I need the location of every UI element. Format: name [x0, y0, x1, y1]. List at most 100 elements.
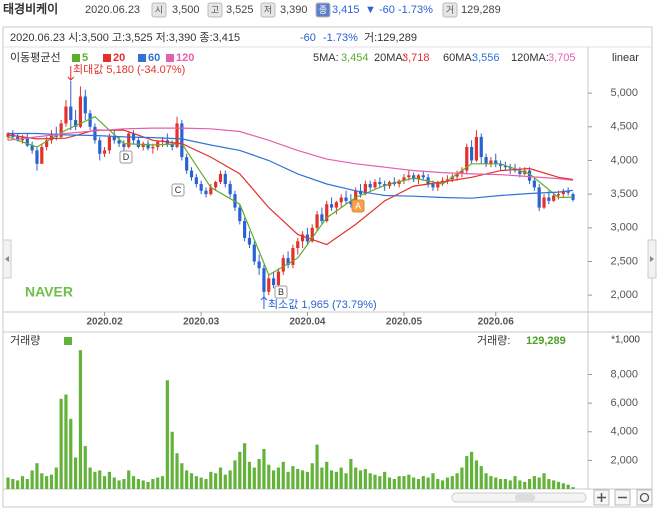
candle-body	[547, 197, 551, 201]
candle-body	[310, 227, 314, 242]
candle-body	[378, 182, 382, 185]
volume-bar	[185, 470, 189, 489]
y-tick-label: 6,000	[610, 397, 638, 409]
candle-body	[180, 123, 184, 158]
candle-body	[223, 173, 227, 185]
candle-body	[271, 278, 276, 286]
candle-body	[556, 194, 561, 196]
volume-bar	[325, 461, 329, 489]
header-value: 129,289	[461, 4, 501, 16]
volume-bar	[484, 473, 488, 489]
x-tick-label: 2020.06	[478, 317, 515, 328]
x-tick-label: 2020.03	[183, 317, 220, 328]
header-value: 3,525	[226, 4, 254, 16]
candle-body	[373, 182, 377, 188]
volume-bar	[503, 478, 507, 489]
volume-bar	[527, 478, 532, 489]
signal-marker[interactable]	[119, 150, 133, 164]
volume-bar	[300, 470, 305, 489]
volume-bar	[537, 477, 541, 489]
header-icon-label: 저	[264, 5, 272, 15]
reset-button[interactable]	[636, 489, 653, 506]
volume-bar	[368, 473, 372, 489]
candle-body	[436, 182, 440, 188]
candle-body	[421, 175, 425, 178]
candle-body	[431, 184, 435, 188]
signal-marker[interactable]	[171, 183, 185, 197]
candle-body	[479, 136, 483, 158]
annotation: 최대값 5,180 (-34.07%)	[73, 63, 185, 76]
candle-body	[460, 170, 464, 174]
candle-body	[494, 160, 498, 164]
volume-bar	[262, 448, 266, 489]
candle-body	[112, 136, 116, 141]
volume-bar	[180, 463, 184, 489]
volume-bar	[127, 470, 131, 489]
volume-bar	[25, 478, 29, 489]
volume-bar	[228, 470, 232, 489]
volume-bar	[310, 463, 314, 489]
volume-bar	[151, 478, 155, 489]
stock-name: 태경비케이	[3, 1, 58, 16]
header-icon-label: 고	[211, 5, 219, 15]
candle-body	[218, 173, 223, 183]
info-rate: -1.73%	[323, 32, 358, 44]
volume-bar	[93, 471, 97, 489]
volume-bar	[83, 446, 87, 489]
signal-marker[interactable]	[351, 199, 365, 213]
candle-body	[498, 163, 503, 166]
header-value: 3,390	[280, 4, 308, 16]
candle-body	[262, 268, 266, 292]
candle-body	[518, 170, 522, 174]
volume-bar	[175, 453, 179, 489]
volume-bar	[102, 476, 107, 489]
volume-bar	[571, 487, 575, 489]
volume-bar	[431, 473, 435, 489]
candle-body	[25, 137, 29, 146]
volume-bar	[339, 467, 343, 489]
header-icon	[260, 2, 276, 18]
ma-value: 3,705	[548, 52, 576, 64]
candle-body	[281, 258, 285, 272]
volume-bar	[204, 478, 208, 489]
volume-bar	[45, 476, 49, 489]
volume-bar	[49, 474, 54, 489]
volume-bar	[199, 477, 203, 489]
candle-body	[315, 214, 319, 228]
volume-bar	[542, 473, 546, 489]
candle-body	[214, 182, 218, 188]
candle-body	[465, 146, 469, 171]
candle-body	[257, 261, 261, 269]
candle-body	[247, 237, 252, 245]
candle-body	[107, 136, 112, 151]
candle-body	[561, 190, 565, 195]
volume-bar	[291, 466, 295, 489]
candle-body	[141, 143, 145, 147]
volume-bar	[30, 470, 34, 489]
candle-body	[45, 140, 49, 147]
volume-bar	[513, 476, 517, 489]
volume-bar	[566, 484, 570, 489]
scrollbar-thumb[interactable]	[515, 494, 535, 501]
candle-body	[552, 195, 556, 201]
volume-bar	[523, 481, 527, 489]
candle-body	[243, 221, 247, 238]
y-tick-label: 2,000	[610, 454, 638, 466]
volume-bar	[441, 480, 445, 489]
x-tick-label: 2020.04	[289, 317, 326, 328]
volume-bar	[344, 473, 348, 489]
signal-marker[interactable]	[274, 285, 288, 299]
candle-body	[117, 140, 121, 144]
volume-bar	[286, 471, 290, 489]
candle-body	[59, 123, 63, 137]
watermark: NAVER	[25, 284, 73, 300]
volume-bar	[131, 476, 136, 489]
volume-bar	[141, 480, 145, 489]
volume-bar	[392, 478, 396, 489]
candle-body	[146, 143, 150, 149]
candle-body	[252, 244, 256, 262]
volume-bar	[238, 451, 242, 489]
y-tick-label: 8,000	[610, 368, 638, 380]
volume-bar	[170, 431, 174, 489]
volume-bar	[489, 476, 493, 489]
